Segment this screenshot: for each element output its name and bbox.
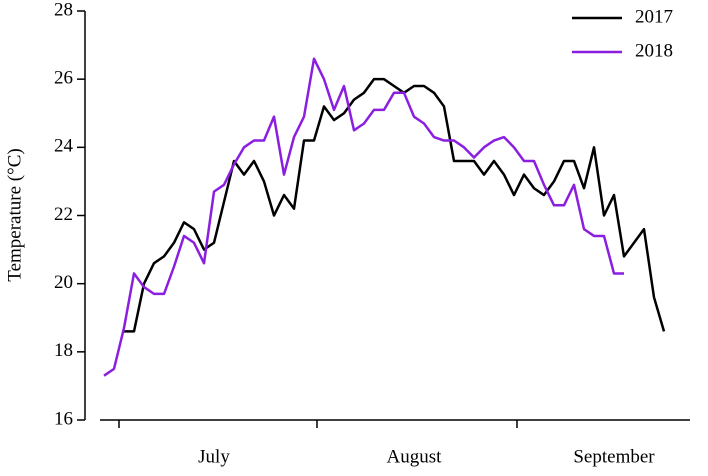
- x-tick-label: September: [573, 446, 655, 467]
- legend-label: 2018: [635, 40, 673, 61]
- y-tick-label: 16: [54, 408, 73, 429]
- y-tick-label: 26: [54, 68, 73, 89]
- y-tick-label: 18: [54, 340, 73, 361]
- line-series: [103, 57, 624, 377]
- y-tick-label: 20: [54, 272, 73, 293]
- x-tick-label: August: [387, 446, 443, 467]
- y-tick-label: 28: [54, 0, 73, 20]
- y-axis-label: Temperature (°C): [4, 148, 25, 281]
- x-tick-label: July: [198, 446, 230, 467]
- y-tick-label: 24: [54, 136, 74, 157]
- legend-label: 2017: [635, 6, 673, 27]
- y-tick-label: 22: [54, 204, 73, 225]
- line-series: [124, 77, 666, 333]
